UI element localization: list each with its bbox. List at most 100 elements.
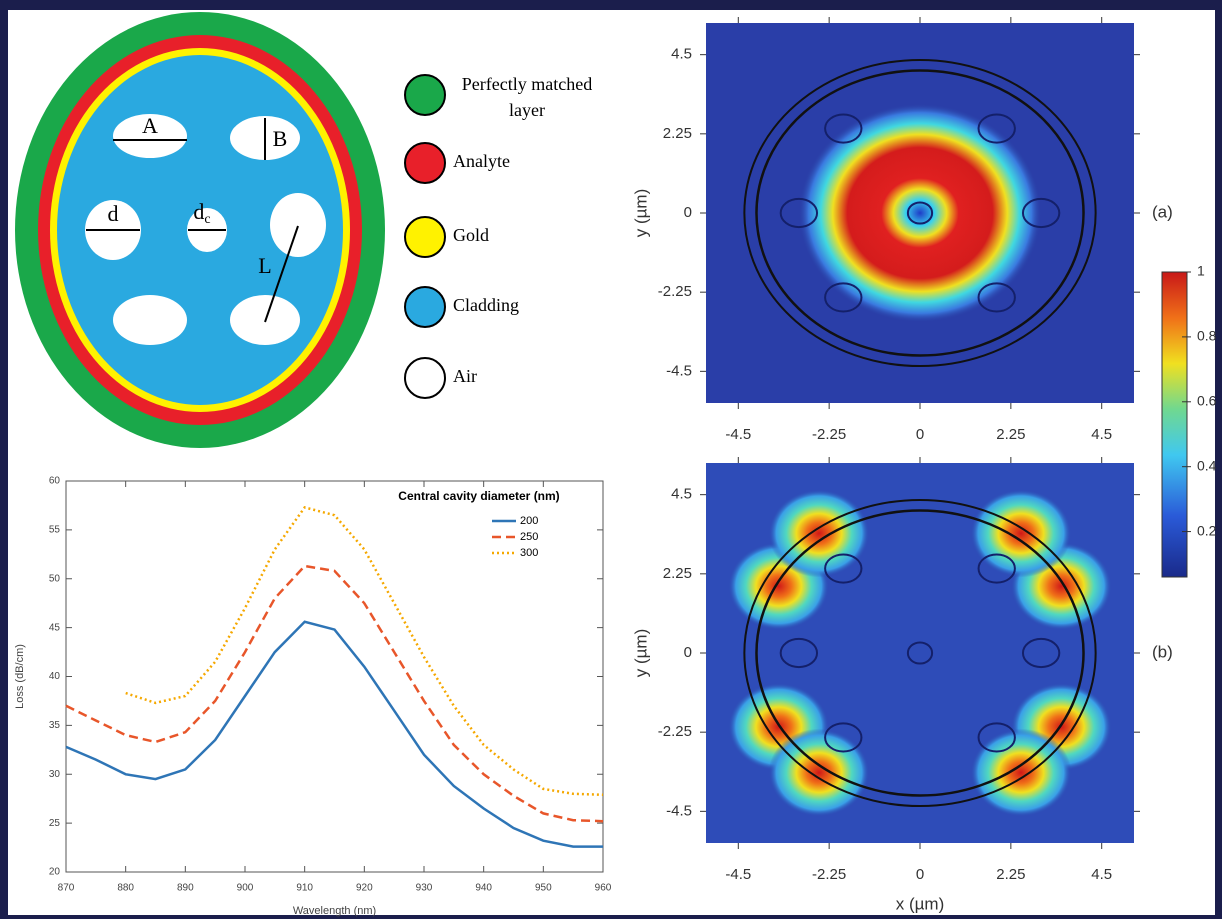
mode-field bbox=[970, 489, 1072, 578]
legend-label: Air bbox=[453, 366, 477, 386]
hole-outline bbox=[824, 113, 863, 144]
fiber-ring bbox=[743, 498, 1097, 808]
y-tick-label: 30 bbox=[49, 769, 61, 780]
y-tick-label: 35 bbox=[49, 720, 61, 731]
y-axis-label: y (µm) bbox=[631, 189, 650, 238]
x-tick-label: 870 bbox=[58, 883, 75, 894]
x-tick-label: 940 bbox=[475, 883, 492, 894]
x-tick-label: 2.25 bbox=[996, 426, 1025, 443]
x-tick-label: -4.5 bbox=[725, 426, 751, 443]
fiber-ring bbox=[743, 58, 1097, 368]
legend-label: Gold bbox=[453, 225, 489, 245]
hole-outline bbox=[977, 282, 1016, 313]
x-tick-label: 960 bbox=[595, 883, 612, 894]
x-tick-label: -2.25 bbox=[812, 426, 846, 443]
legend-label: Analyte bbox=[453, 151, 510, 171]
y-tick-label: 0 bbox=[684, 644, 692, 661]
x-tick-label: -2.25 bbox=[812, 866, 846, 883]
fiber-ring bbox=[755, 509, 1085, 797]
legend-swatch bbox=[404, 142, 446, 184]
y-tick-label: 2.25 bbox=[663, 125, 692, 142]
y-tick-label: 25 bbox=[49, 818, 61, 829]
hole-outline bbox=[977, 113, 1016, 144]
x-tick-label: -4.5 bbox=[725, 866, 751, 883]
legend-label: 200 bbox=[520, 515, 538, 527]
colorbar-tick-label: 0.8 bbox=[1197, 328, 1217, 344]
dim-subscript: c bbox=[204, 212, 210, 227]
hole-outline bbox=[824, 553, 863, 584]
dim-label: B bbox=[273, 126, 288, 151]
legend-swatch bbox=[404, 286, 446, 328]
dim-label: d bbox=[193, 199, 204, 224]
y-tick-label: 45 bbox=[49, 622, 61, 633]
x-tick-label: 890 bbox=[177, 883, 194, 894]
legend-label: Perfectly matched bbox=[462, 74, 592, 94]
hole-outline bbox=[779, 197, 819, 229]
dimension-arrows bbox=[86, 118, 299, 323]
x-tick-label: 900 bbox=[237, 883, 254, 894]
y-tick-label: 55 bbox=[49, 525, 61, 536]
legend-swatch bbox=[404, 74, 446, 116]
loss-chart: 870 880 890 900 910 920 930 940 950 960 20 25 30 35 40… bbox=[14, 476, 612, 917]
hole-outline bbox=[977, 722, 1016, 753]
y-tick-label: 4.5 bbox=[671, 46, 692, 63]
dim-label: A bbox=[142, 113, 158, 138]
hole-outline bbox=[824, 722, 863, 753]
legend-swatch bbox=[404, 357, 446, 399]
air-hole bbox=[113, 295, 187, 345]
legend-label: 250 bbox=[520, 531, 538, 543]
dim-label: L bbox=[258, 253, 271, 278]
hole-outline bbox=[1021, 197, 1061, 229]
panel-label: (b) bbox=[1152, 642, 1173, 661]
series-line bbox=[65, 620, 603, 848]
fiber-diagram: A B d dc L Perfectly matchedlayerAnalyte… bbox=[15, 12, 592, 448]
y-axis-label: y (µm) bbox=[631, 629, 650, 678]
x-tick-label: 880 bbox=[117, 883, 134, 894]
y-tick-label: 50 bbox=[49, 573, 61, 584]
mode-field bbox=[768, 489, 870, 578]
x-tick-label: 4.5 bbox=[1091, 426, 1112, 443]
hole-outline bbox=[906, 641, 934, 665]
x-tick-label: 910 bbox=[296, 883, 313, 894]
legend-label: 300 bbox=[520, 547, 538, 559]
x-tick-label: 2.25 bbox=[996, 866, 1025, 883]
hole-outline bbox=[906, 201, 934, 225]
legend-swatch bbox=[404, 216, 446, 258]
legend-label: Cladding bbox=[453, 295, 519, 315]
hole-outline bbox=[824, 282, 863, 313]
colorbar bbox=[1161, 271, 1188, 578]
y-tick-label: -4.5 bbox=[666, 362, 692, 379]
hole-outline bbox=[1021, 637, 1061, 669]
x-tick-label: 4.5 bbox=[1091, 866, 1112, 883]
mode-field bbox=[970, 728, 1072, 817]
y-tick-label: 4.5 bbox=[671, 486, 692, 503]
colorbar-tick-label: 0.4 bbox=[1197, 457, 1217, 473]
map-background bbox=[706, 463, 1134, 843]
air-hole bbox=[270, 193, 326, 257]
mode-maps: -4.5 -2.25 0 2.25 4.5 -4.5 -2.25 0 2.25 4.5 y (µm)… bbox=[631, 17, 1217, 913]
y-tick-label: 40 bbox=[49, 671, 61, 682]
y-axis-label: Loss (dB/cm) bbox=[14, 644, 26, 709]
x-tick-label: 950 bbox=[535, 883, 552, 894]
y-tick-label: 0 bbox=[684, 204, 692, 221]
hole-outline bbox=[977, 553, 1016, 584]
dim-label: dc bbox=[193, 199, 210, 227]
y-tick-label: 2.25 bbox=[663, 565, 692, 582]
colorbar-tick-label: 0.2 bbox=[1197, 522, 1217, 538]
y-tick-label: -4.5 bbox=[666, 802, 692, 819]
arrow bbox=[264, 225, 299, 323]
legend-title: Central cavity diameter (nm) bbox=[398, 489, 559, 503]
y-tick-label: 60 bbox=[49, 476, 61, 487]
panel-label: (a) bbox=[1152, 202, 1173, 221]
x-tick-label: 930 bbox=[416, 883, 433, 894]
legend-label: layer bbox=[509, 100, 545, 120]
dim-label: d bbox=[108, 201, 119, 226]
x-tick-label: 0 bbox=[916, 426, 924, 443]
y-tick-label: 20 bbox=[49, 867, 61, 878]
x-tick-label: 920 bbox=[356, 883, 373, 894]
mode-field bbox=[798, 103, 1042, 323]
air-holes bbox=[85, 114, 326, 345]
y-tick-label: -2.25 bbox=[658, 283, 692, 300]
x-axis-label: Wavelength (nm) bbox=[293, 905, 376, 917]
